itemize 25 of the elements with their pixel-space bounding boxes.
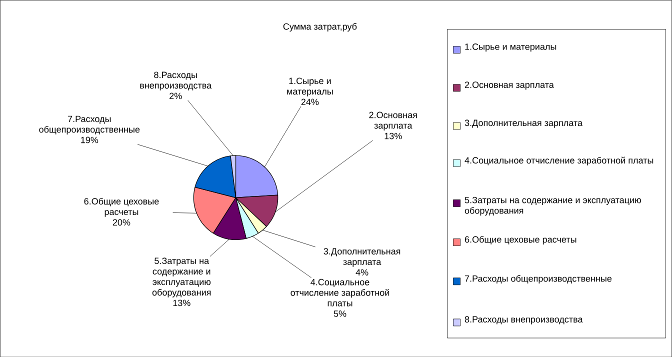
- slice-label: 8.Расходы внепроизводства: [140, 72, 212, 90]
- legend-label: 8.Расходы внепроизводства: [464, 316, 583, 324]
- slice-label: 5.Затраты на содержание и эксплуатацию оборудования: [152, 258, 211, 298]
- chart-title: Сумма затрат,руб: [283, 22, 357, 32]
- data-label: 5%: [334, 310, 346, 317]
- legend-label: 7.Расходы общепроизводственные: [464, 274, 612, 284]
- slice-label: 7.Расходы общепроизводственные: [39, 116, 140, 134]
- legend-label: 3.Дополнительная зарплата: [464, 120, 583, 128]
- legend-label: 2.Основная зарплата: [464, 81, 554, 90]
- data-label: 19%: [81, 136, 98, 144]
- slice-label: 4.Социальное отчисление заработной платы: [290, 278, 390, 306]
- slice-label: 6.Общие цеховые расчеты: [84, 198, 159, 217]
- slice-label: 1.Сырье и материалы: [287, 78, 333, 96]
- data-label: 4%: [356, 269, 368, 276]
- legend-label: 4.Социальное отчисление заработной платы: [464, 156, 654, 166]
- legend-label: 5.Затраты на содержание и эксплуатацию оборудования: [464, 196, 641, 216]
- data-label: 13%: [173, 300, 190, 306]
- data-label: 24%: [301, 98, 319, 105]
- slice-label: 3.Дополнительная зарплата: [324, 248, 400, 267]
- data-label: 13%: [384, 132, 402, 140]
- data-label: 20%: [112, 219, 130, 226]
- legend-label: 6.Общие цеховые расчеты: [464, 236, 576, 244]
- slice-label: 2.Основная зарплата: [369, 112, 417, 130]
- legend-label: 1.Сырье и материалы: [465, 43, 556, 52]
- data-label: 2%: [170, 92, 182, 99]
